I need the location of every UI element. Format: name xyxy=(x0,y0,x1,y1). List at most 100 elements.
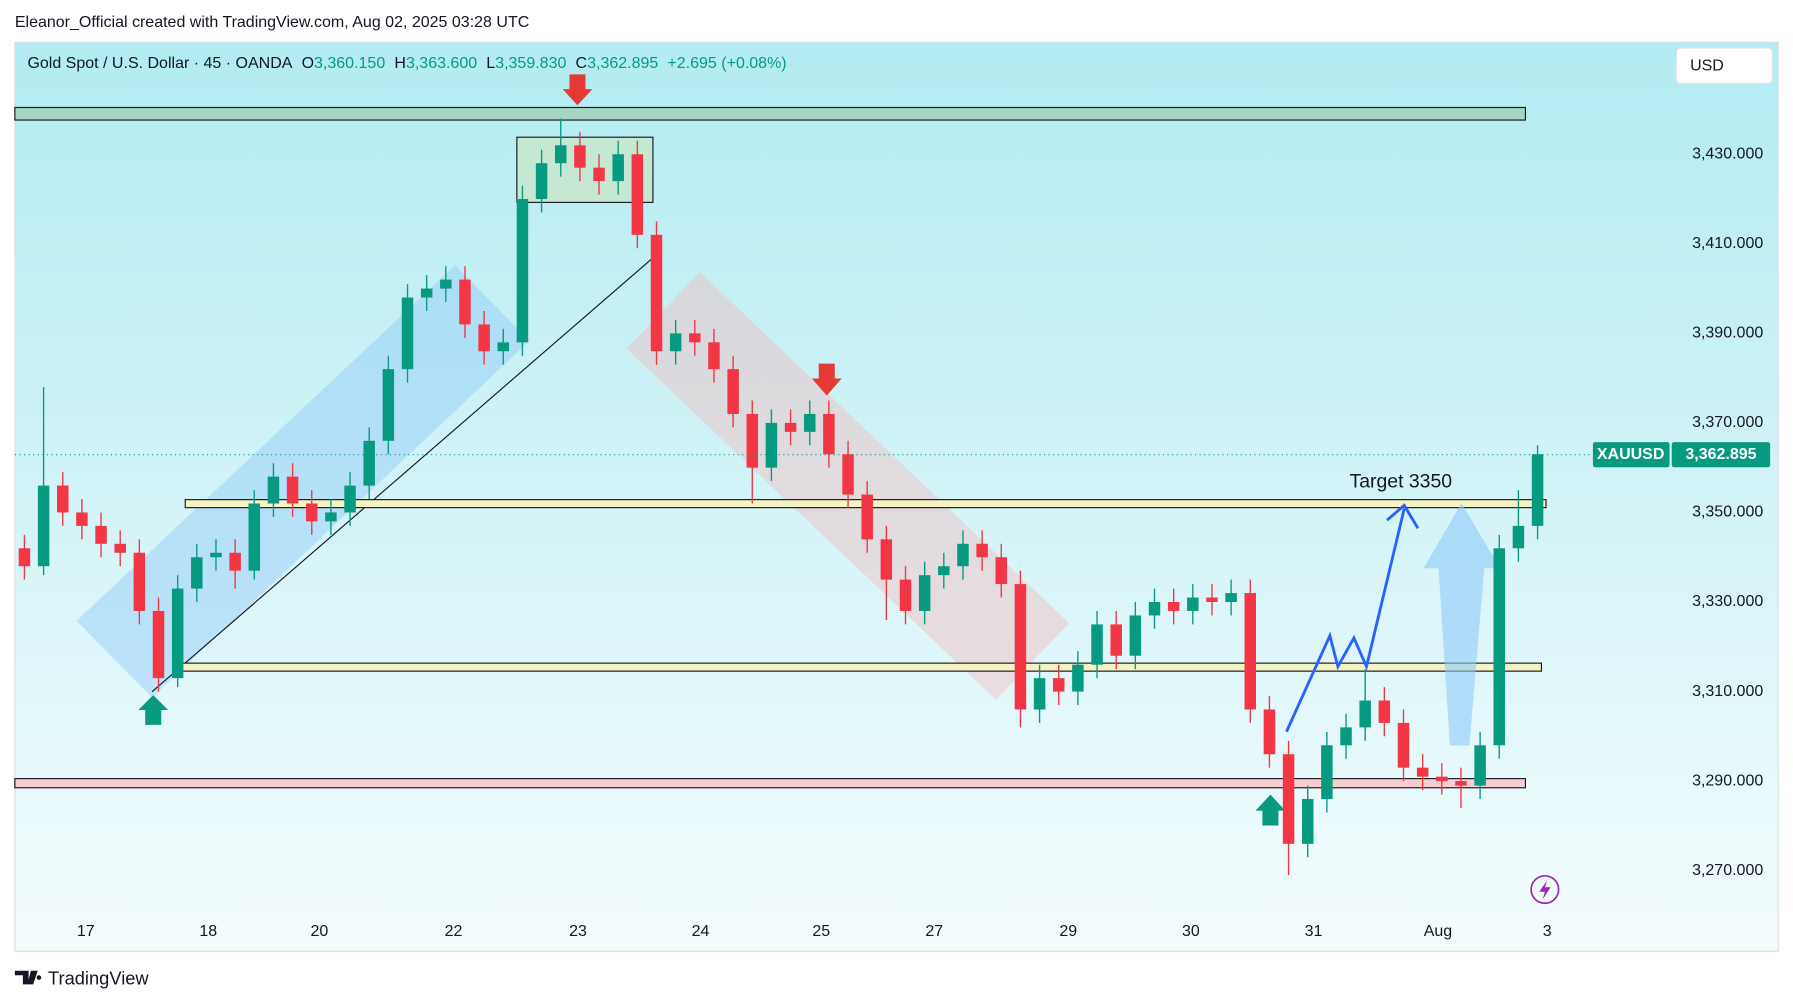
candles xyxy=(18,118,1544,876)
candle-body xyxy=(1340,727,1352,746)
candle-body xyxy=(1455,781,1467,786)
symbol-title: Gold Spot / U.S. Dollar · 45 · OANDA xyxy=(27,55,292,72)
candle-body xyxy=(344,485,356,513)
candle-body xyxy=(1416,767,1429,777)
candle-body xyxy=(957,543,969,567)
y-tick-label: 3,290.000 xyxy=(1692,772,1763,789)
candle-body xyxy=(440,279,452,289)
candle-body xyxy=(1148,602,1161,616)
candle-body xyxy=(612,154,624,182)
plot-area xyxy=(14,41,1779,952)
candle-body xyxy=(76,512,88,526)
alert-icon[interactable] xyxy=(1530,874,1560,905)
candle-body xyxy=(1474,745,1486,786)
candle-body xyxy=(171,588,184,679)
attribution: Eleanor_Official created with TradingVie… xyxy=(15,14,529,31)
candle-body xyxy=(554,145,567,164)
candle-body xyxy=(631,154,644,235)
x-tick-label: 30 xyxy=(1182,923,1200,940)
x-tick-label: 18 xyxy=(199,923,217,940)
ohlc-value: 3,359.830 xyxy=(495,55,566,72)
x-tick-label: 24 xyxy=(692,923,710,940)
ohlc-key: H xyxy=(394,55,406,72)
candle-body xyxy=(1110,624,1122,656)
candle-body xyxy=(1206,597,1218,603)
candle-body xyxy=(1359,700,1371,728)
candle-body xyxy=(305,503,318,522)
candle-body xyxy=(1033,678,1046,710)
ohlc-value: 3,360.150 xyxy=(314,55,385,72)
ohlc-key: C xyxy=(576,55,588,72)
candle-body xyxy=(669,333,682,352)
candle-body xyxy=(995,557,1008,585)
candle-body xyxy=(842,454,854,495)
candle-body xyxy=(1244,593,1257,710)
candle-body xyxy=(899,579,912,611)
ohlc-value: 3,363.600 xyxy=(406,55,477,72)
ohlc-key: L xyxy=(486,55,495,72)
resistance-zone xyxy=(14,106,1526,121)
candle-body xyxy=(1321,745,1333,800)
path-arrowhead xyxy=(1386,503,1420,529)
candle-body xyxy=(1187,597,1199,611)
candle-body xyxy=(1014,584,1027,710)
path-projection xyxy=(1285,508,1406,733)
candle-body xyxy=(861,494,873,540)
candle-body xyxy=(248,503,261,571)
ohlc-key: O xyxy=(302,55,314,72)
candle-body xyxy=(1129,615,1142,656)
x-tick-label: 31 xyxy=(1305,923,1323,940)
rising-channel xyxy=(76,265,530,698)
candle-body xyxy=(37,485,50,567)
annotation: Target 3350 xyxy=(1349,471,1452,493)
brand: TradingView xyxy=(48,968,149,989)
down-arrow xyxy=(562,74,593,106)
candle-body xyxy=(689,333,701,343)
candle-body xyxy=(152,610,165,679)
candle-body xyxy=(784,422,797,432)
candle-body xyxy=(535,163,548,200)
y-tick-label: 3,410.000 xyxy=(1692,235,1763,252)
candle-body xyxy=(727,369,739,414)
y-tick-label: 3,350.000 xyxy=(1692,504,1763,521)
candle-body xyxy=(382,369,395,441)
candle-body xyxy=(229,552,241,571)
candle-body xyxy=(1052,678,1065,692)
trend-line xyxy=(151,253,658,693)
x-tick-label: 20 xyxy=(311,923,329,940)
y-tick-label: 3,430.000 xyxy=(1692,145,1763,162)
candle-body xyxy=(1263,709,1276,755)
candle-body xyxy=(708,342,720,370)
x-tick-label: 23 xyxy=(569,923,587,940)
symbol-label: XAUUSD xyxy=(1597,446,1665,463)
candle-body xyxy=(938,566,950,576)
candle-body xyxy=(1301,799,1314,844)
candle-body xyxy=(420,288,433,298)
candle-body xyxy=(363,440,375,486)
y-tick-label: 3,310.000 xyxy=(1692,683,1763,700)
candle-body xyxy=(746,413,759,468)
candle-body xyxy=(1378,700,1391,723)
y-tick-label: 3,270.000 xyxy=(1692,862,1763,879)
y-tick-label: 3,370.000 xyxy=(1692,414,1763,431)
candle-body xyxy=(210,552,222,558)
candle-body xyxy=(267,476,280,504)
candle-body xyxy=(650,234,663,352)
support-zone xyxy=(14,778,1526,789)
candle-body xyxy=(574,145,586,168)
candle-body xyxy=(325,512,337,522)
y-tick-label: 3,330.000 xyxy=(1692,593,1763,610)
brand-logo xyxy=(14,970,42,985)
symbol-tag xyxy=(1592,442,1670,468)
candle-body xyxy=(191,557,203,589)
candle-body xyxy=(133,552,146,611)
candle-body xyxy=(1225,593,1237,603)
candle-body xyxy=(593,167,605,182)
candle-body xyxy=(459,279,471,325)
currency-button[interactable] xyxy=(1675,47,1773,85)
currency: USD xyxy=(1690,58,1724,75)
y-tick-label: 3,390.000 xyxy=(1692,325,1763,342)
candle-body xyxy=(497,342,510,352)
candle-body xyxy=(1436,776,1448,782)
